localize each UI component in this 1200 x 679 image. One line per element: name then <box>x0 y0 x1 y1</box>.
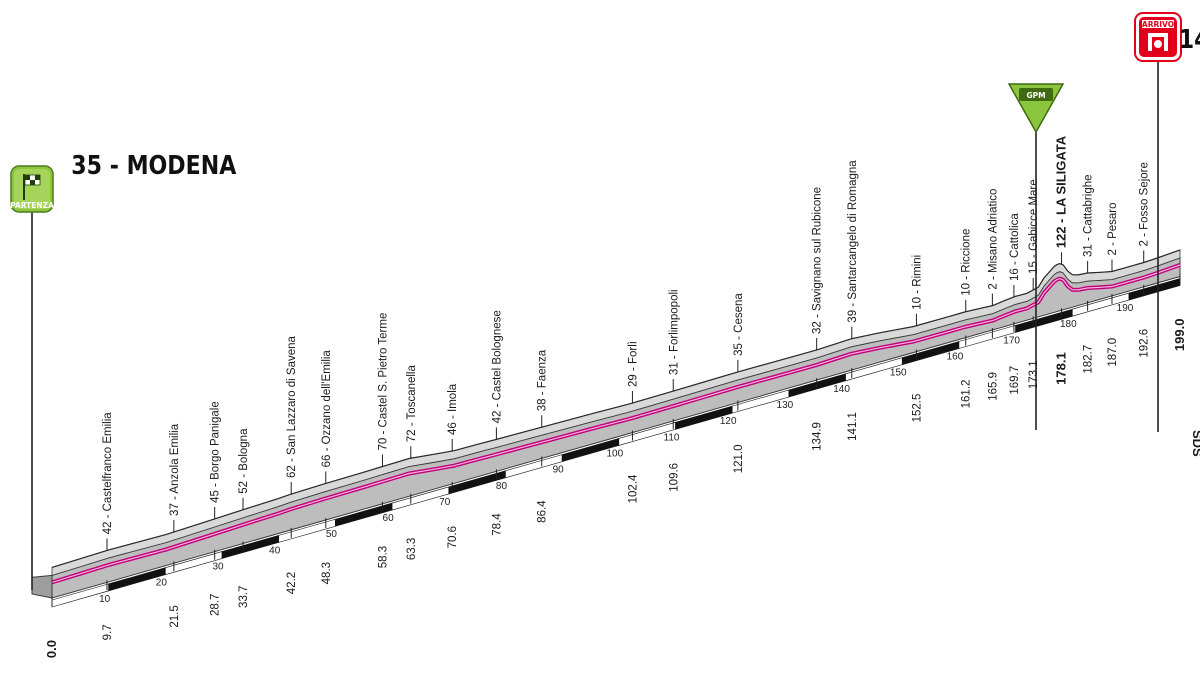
place-label: 29 - Forlì <box>627 341 639 387</box>
km-label: 152.5 <box>911 394 923 423</box>
scale-tick-label: 170 <box>1003 335 1020 346</box>
scale-tick-label: 60 <box>383 513 395 524</box>
place-label: 2 - Fosso Sejore <box>1139 162 1151 246</box>
finish-city-title: 14- FANO <box>1179 24 1200 54</box>
partenza-badge: PARTENZA <box>10 165 54 213</box>
partenza-label: PARTENZA <box>10 201 54 210</box>
scale-tick-label: 160 <box>947 352 964 363</box>
place-label: 72 - Toscanella <box>406 365 418 443</box>
scale-tick-label: 80 <box>496 481 508 492</box>
km-label: 78.4 <box>491 513 503 536</box>
km-label: 187.0 <box>1107 338 1119 367</box>
km-label: 141.1 <box>847 412 859 441</box>
start-city-title: 35 - MODENA <box>71 150 236 180</box>
scale-tick-label: 100 <box>606 448 623 459</box>
profile-left-face <box>31 574 53 599</box>
scale-tick-label: 190 <box>1117 303 1134 314</box>
km-label: 86.4 <box>537 500 549 523</box>
km-label: 28.7 <box>210 594 222 616</box>
scale-tick-label: 40 <box>269 545 281 556</box>
km-label: 33.7 <box>238 586 250 608</box>
km-label: 121.0 <box>733 445 745 474</box>
place-markers <box>51 250 1181 606</box>
scale-tick-label: 110 <box>664 432 680 443</box>
scale-tick-label: 150 <box>890 368 907 379</box>
scale-tick-label: 140 <box>833 384 850 395</box>
distance-scale: 10 20 30 40 50 60 70 80 90 100 110 120 130 140 150 160 1… <box>51 278 1181 608</box>
finish-marker: ARRIVO 14- FANO <box>1134 12 1200 432</box>
place-label: 2 - Misano Adriatico <box>987 189 999 290</box>
scale-tick-label: 10 <box>99 594 111 605</box>
place-label: 31 - Cattabrighe <box>1083 174 1095 256</box>
flag-icon <box>23 174 41 200</box>
km-label: 169.7 <box>1009 366 1021 395</box>
km-label: 134.9 <box>812 422 824 451</box>
scale-tick-label: 70 <box>439 497 451 508</box>
gpm-label: GPM <box>1026 91 1045 100</box>
gpm-marker: GPM <box>1007 83 1065 430</box>
place-label: 62 - San Lazzaro di Savena <box>286 335 298 478</box>
scale-tick-label: 90 <box>553 465 565 476</box>
place-label: 16 - Cattolica <box>1009 213 1021 281</box>
place-labels: 42 - Castelfranco Emilia 37 - Anzola Emil… <box>102 135 1151 534</box>
place-label: 31 - Forlimpopoli <box>668 289 680 375</box>
place-label: 42 - Castel Bolognese <box>491 310 503 423</box>
place-label: 52 - Bologna <box>238 428 250 494</box>
arrivo-badge: ARRIVO <box>1134 12 1182 62</box>
place-label: 37 - Anzola Emilia <box>169 423 181 516</box>
place-label: 15 - Gabicce Mare <box>1028 179 1040 274</box>
scale-segment <box>1128 278 1181 301</box>
place-label: 70 - Castel S. Pietro Terme <box>377 313 389 451</box>
km-label: 21.5 <box>169 605 181 627</box>
scale-tick-label: 130 <box>777 400 794 411</box>
place-label: 2 - Pesaro <box>1107 202 1119 255</box>
elevation-profile <box>31 249 1181 599</box>
km-label: 63.3 <box>406 538 418 560</box>
km-label: 165.9 <box>987 372 999 401</box>
route-line-highlight <box>51 264 1181 583</box>
place-label: 35 - Cesena <box>733 293 745 356</box>
km-label: 42.2 <box>286 572 298 594</box>
km-label: 58.3 <box>377 546 389 568</box>
km-label: 178.1 <box>1054 352 1069 385</box>
place-label: 10 - Rimini <box>911 255 923 310</box>
scale-tick-label: 180 <box>1060 319 1077 330</box>
scale-tick-label: 50 <box>326 529 338 540</box>
place-label: 32 - Savignano sul Rubicone <box>812 187 824 334</box>
scale-tick-label: 20 <box>156 578 168 589</box>
km-label: 192.6 <box>1139 329 1151 358</box>
place-label: 38 - Faenza <box>537 349 549 411</box>
km-label: 182.7 <box>1083 345 1095 374</box>
place-label: 42 - Castelfranco Emilia <box>102 412 114 535</box>
km-label: 102.4 <box>627 474 639 503</box>
sds-label: SDS <box>1190 430 1200 457</box>
start-marker: PARTENZA 35 - MODENA <box>10 150 237 590</box>
scale-tick-label: 30 <box>212 562 224 573</box>
place-label: 45 - Borgo Panigale <box>210 401 222 503</box>
km-label: 199.0 <box>1172 319 1187 352</box>
scale-tick-label: 120 <box>720 416 737 427</box>
km-label: 70.6 <box>447 526 459 548</box>
km-labels: 0.0 9.7 21.5 28.7 33.7 42.2 48.3 58.3 63.3 70.6 78… <box>44 319 1187 659</box>
arrivo-label: ARRIVO <box>1142 20 1174 29</box>
km-label: 109.6 <box>668 463 680 492</box>
place-label: 39 - Santarcangelo di Romagna <box>847 160 859 323</box>
km-label: 0.0 <box>44 640 59 658</box>
km-label: 173.1 <box>1028 360 1040 389</box>
place-label: 46 - Imola <box>447 383 459 435</box>
place-label: 122 - LA SILIGATA <box>1054 135 1069 248</box>
km-label: 161.2 <box>961 380 973 409</box>
place-label: 10 - Riccione <box>961 229 973 296</box>
place-label: 66 - Ozzano dell'Emilia <box>321 350 333 468</box>
km-label: 9.7 <box>102 624 114 640</box>
profile-top-edge <box>51 249 1181 568</box>
km-label: 48.3 <box>321 562 333 584</box>
finish-arch-icon <box>1148 33 1168 51</box>
